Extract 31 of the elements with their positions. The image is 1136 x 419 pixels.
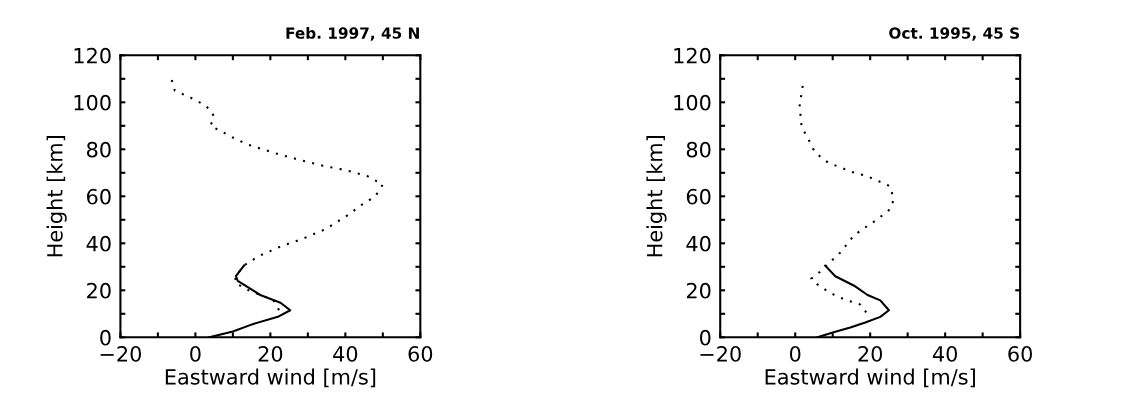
line-series [798, 84, 895, 314]
x-axis-title: Eastward wind [m/s] [765, 368, 975, 388]
y-tick-label: 80 [86, 141, 111, 158]
y-tick-label: 40 [686, 235, 711, 252]
y-tick-label: 0 [700, 329, 711, 346]
y-tick-label: 120 [674, 47, 711, 64]
y-tick-label: 120 [74, 47, 111, 64]
x-tick-label: 40 [333, 346, 358, 362]
y-axis-title: Height [km] [646, 136, 667, 257]
x-tick-label: 20 [258, 346, 283, 362]
x-tick-label: 60 [408, 346, 433, 362]
y-tick-label: 20 [87, 282, 111, 299]
x-tick-label: −20 [700, 346, 741, 362]
x-axis-title: Eastward wind [m/s] [165, 368, 376, 388]
y-tick-label: 100 [74, 94, 111, 111]
y-tick-label: 80 [686, 141, 711, 158]
x-tick-label: 0 [789, 346, 801, 362]
y-tick-label: 60 [87, 188, 111, 205]
y-tick-label: 40 [86, 235, 111, 252]
chart-title: Oct. 1995, 45 S [889, 27, 1020, 41]
y-tick-label: 20 [686, 282, 711, 299]
x-tick-label: 20 [858, 346, 883, 362]
y-tick-label: 0 [100, 329, 111, 346]
y-tick-label: 60 [686, 188, 711, 205]
y-tick-label: 100 [674, 94, 711, 111]
y-axis-title: Height [km] [46, 136, 67, 257]
x-tick-label: 0 [190, 346, 201, 362]
x-tick-label: 60 [1008, 346, 1032, 362]
x-tick-label: −20 [100, 346, 142, 362]
chart-title: Feb. 1997, 45 N [286, 27, 419, 41]
x-tick-label: 40 [932, 346, 958, 362]
